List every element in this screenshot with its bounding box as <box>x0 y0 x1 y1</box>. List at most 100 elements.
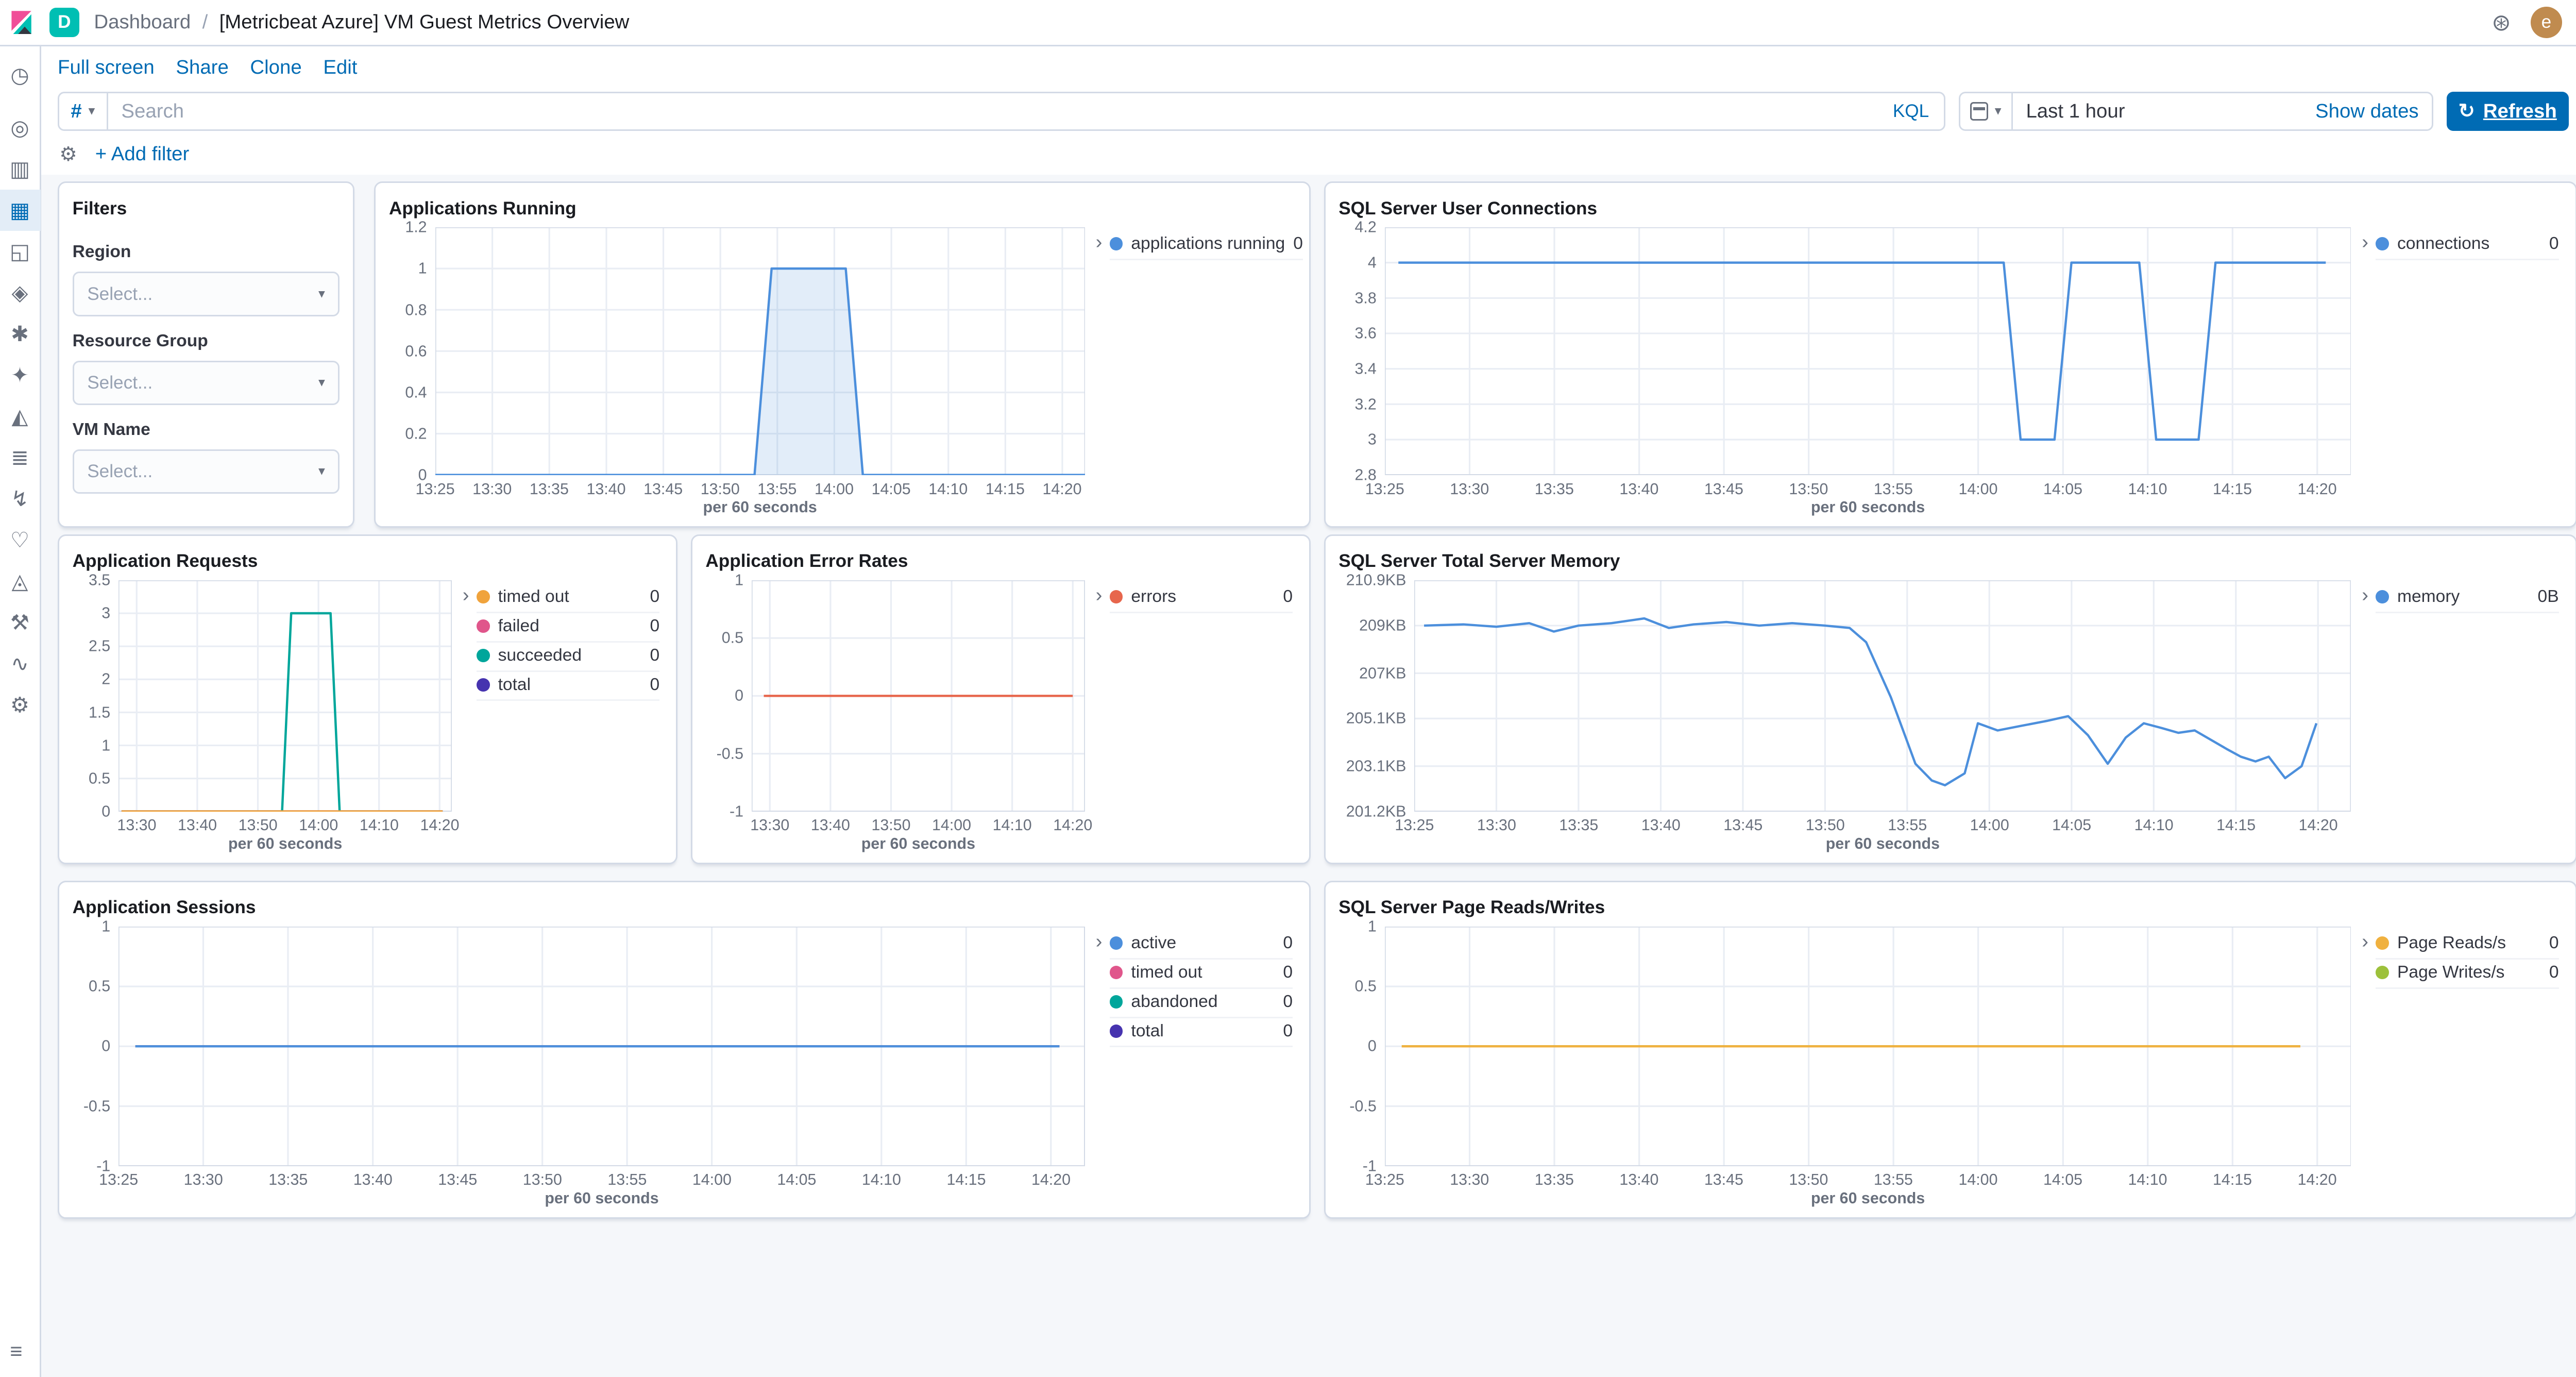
space-badge[interactable]: D <box>49 7 79 38</box>
resource-group-select[interactable]: Select... ▾ <box>72 360 340 406</box>
y-tick-label: -0.5 <box>83 1097 111 1115</box>
region-select[interactable]: Select... ▾ <box>72 272 340 316</box>
chart-plot[interactable] <box>1414 580 2351 812</box>
full-screen-button[interactable]: Full screen <box>58 56 155 79</box>
sidebar-item-graph[interactable]: ✦ <box>0 355 41 396</box>
search-input[interactable] <box>108 99 1878 123</box>
panel-title: Application Error Rates <box>705 551 908 572</box>
y-tick-label: 209KB <box>1359 616 1406 634</box>
legend-collapse-icon[interactable]: › <box>1095 230 1103 253</box>
x-tick-label: 14:20 <box>1031 1171 1071 1189</box>
y-tick-label: 0 <box>1367 1037 1377 1055</box>
sidebar-item-apm[interactable]: ↯ <box>0 478 41 519</box>
x-tick-label: 13:55 <box>607 1171 647 1189</box>
legend-collapse-icon[interactable]: › <box>1095 583 1103 606</box>
visualize-icon: ▥ <box>9 157 30 181</box>
x-tick-label: 13:45 <box>1704 480 1743 498</box>
uptime-icon: ♡ <box>10 528 30 552</box>
legend-item[interactable]: abandoned 0 <box>1109 989 1293 1018</box>
deployment-icon[interactable]: ⊛ <box>2492 9 2511 36</box>
chart-plot[interactable] <box>435 227 1085 475</box>
legend-collapse-icon[interactable]: › <box>2362 930 2368 952</box>
y-tick-label: 1 <box>418 259 427 277</box>
legend-item[interactable]: failed 0 <box>476 613 660 643</box>
x-tick-label: 14:10 <box>2128 1171 2167 1189</box>
legend-label: applications running <box>1131 234 1285 254</box>
saved-query-menu-button[interactable]: # ▾ <box>59 93 108 130</box>
chart-plot[interactable] <box>1385 227 2351 475</box>
share-button[interactable]: Share <box>176 56 229 79</box>
show-dates-link[interactable]: Show dates <box>2315 99 2419 122</box>
kql-toggle[interactable]: KQL <box>1892 100 1929 121</box>
legend-series-dot <box>2376 237 2389 250</box>
legend-item[interactable]: active 0 <box>1109 930 1293 960</box>
legend-collapse-icon[interactable]: › <box>1095 930 1103 952</box>
chevron-down-icon: ▾ <box>318 375 325 390</box>
sidebar-item-visualize[interactable]: ▥ <box>0 148 41 190</box>
sidebar-item-siem[interactable]: ◬ <box>0 561 41 602</box>
sidebar-item-machine-learning[interactable]: ✱ <box>0 313 41 355</box>
sidebar-item-recently-viewed[interactable]: ◷ <box>0 55 41 96</box>
user-avatar[interactable]: e <box>2531 6 2562 38</box>
sidebar-item-canvas[interactable]: ◱ <box>0 231 41 272</box>
panel-application-sessions: Application Sessions -1 -0.5 0 0.5 1 13:25 13… <box>58 880 1311 1219</box>
legend-collapse-icon[interactable]: › <box>2362 230 2368 253</box>
filter-field-resource-group: Resource Group Select... ▾ <box>72 331 340 406</box>
y-tick-label: 2 <box>101 670 111 688</box>
legend-item[interactable]: errors 0 <box>1109 584 1293 613</box>
x-tick-label: 13:35 <box>268 1171 308 1189</box>
x-tick-label: 13:35 <box>1559 816 1599 834</box>
vm-name-select[interactable]: Select... ▾ <box>72 449 340 494</box>
legend-item[interactable]: Page Reads/s 0 <box>2376 930 2559 960</box>
chart-legend: active 0 timed out 0 abandoned 0 total 0 <box>1109 930 1296 1048</box>
legend-collapse-icon[interactable]: › <box>462 583 469 606</box>
legend-label: total <box>1131 1021 1164 1040</box>
legend-label: timed out <box>498 586 569 606</box>
legend-zone: › timed out 0 failed 0 succeeded 0 total 0 <box>452 580 663 852</box>
chart-legend: applications running 0 <box>1109 231 1307 260</box>
sidebar-item-dev-tools[interactable]: ⚒ <box>0 602 41 643</box>
legend-item[interactable]: total 0 <box>1109 1018 1293 1048</box>
legend-item[interactable]: succeeded 0 <box>476 643 660 672</box>
clone-button[interactable]: Clone <box>250 56 302 79</box>
legend-item[interactable]: timed out 0 <box>476 584 660 613</box>
time-range-value[interactable]: Last 1 hour <box>2026 99 2125 122</box>
refresh-button[interactable]: ↻ Refresh <box>2446 91 2569 131</box>
legend-item[interactable]: applications running 0 <box>1109 231 1303 260</box>
legend-item[interactable]: Page Writes/s 0 <box>2376 960 2559 989</box>
x-axis: 13:30 13:40 13:50 14:00 14:10 14:20 <box>750 812 1092 834</box>
sidebar-item-management[interactable]: ⚙ <box>0 684 41 726</box>
chart-plot[interactable] <box>752 580 1085 812</box>
sidebar-item-discover[interactable]: ◎ <box>0 107 41 148</box>
legend-series-dot <box>1109 1025 1123 1038</box>
legend-item[interactable]: total 0 <box>476 672 660 701</box>
legend-item[interactable]: connections 0 <box>2376 231 2559 260</box>
collapse-nav-icon[interactable]: ≡ <box>10 1339 23 1364</box>
x-tick-label: 14:00 <box>1970 816 2009 834</box>
gear-icon[interactable]: ⚙ <box>59 143 77 165</box>
select-placeholder: Select... <box>87 372 153 393</box>
sidebar-item-logs[interactable]: ≣ <box>0 437 41 478</box>
y-tick-label: 201.2KB <box>1346 802 1406 820</box>
sidebar-item-dashboard[interactable]: ▦ <box>0 189 41 231</box>
sidebar-item-stack-monitoring[interactable]: ∿ <box>0 643 41 684</box>
panel-title: Application Sessions <box>72 897 256 918</box>
legend-collapse-icon[interactable]: › <box>2362 583 2368 606</box>
chart-plot[interactable] <box>118 580 452 812</box>
breadcrumb-dashboard[interactable]: Dashboard <box>94 11 191 33</box>
legend-item[interactable]: memory 0B <box>2376 584 2559 613</box>
add-filter-link[interactable]: + Add filter <box>95 143 190 165</box>
x-tick-label: 13:40 <box>178 816 217 834</box>
chevron-down-icon: ▾ <box>1994 104 2002 119</box>
panel-title: Applications Running <box>388 198 577 219</box>
chart-plot[interactable] <box>118 927 1085 1166</box>
edit-button[interactable]: Edit <box>323 56 358 79</box>
kibana-logo[interactable] <box>8 9 35 36</box>
y-tick-label: -1 <box>96 1157 111 1175</box>
sidebar-item-maps[interactable]: ◈ <box>0 272 41 313</box>
sidebar-item-uptime[interactable]: ♡ <box>0 519 41 561</box>
calendar-menu-button[interactable]: ▾ <box>1960 93 2013 130</box>
chart-plot[interactable] <box>1385 927 2351 1166</box>
sidebar-item-metrics[interactable]: ◭ <box>0 396 41 437</box>
legend-item[interactable]: timed out 0 <box>1109 960 1293 989</box>
